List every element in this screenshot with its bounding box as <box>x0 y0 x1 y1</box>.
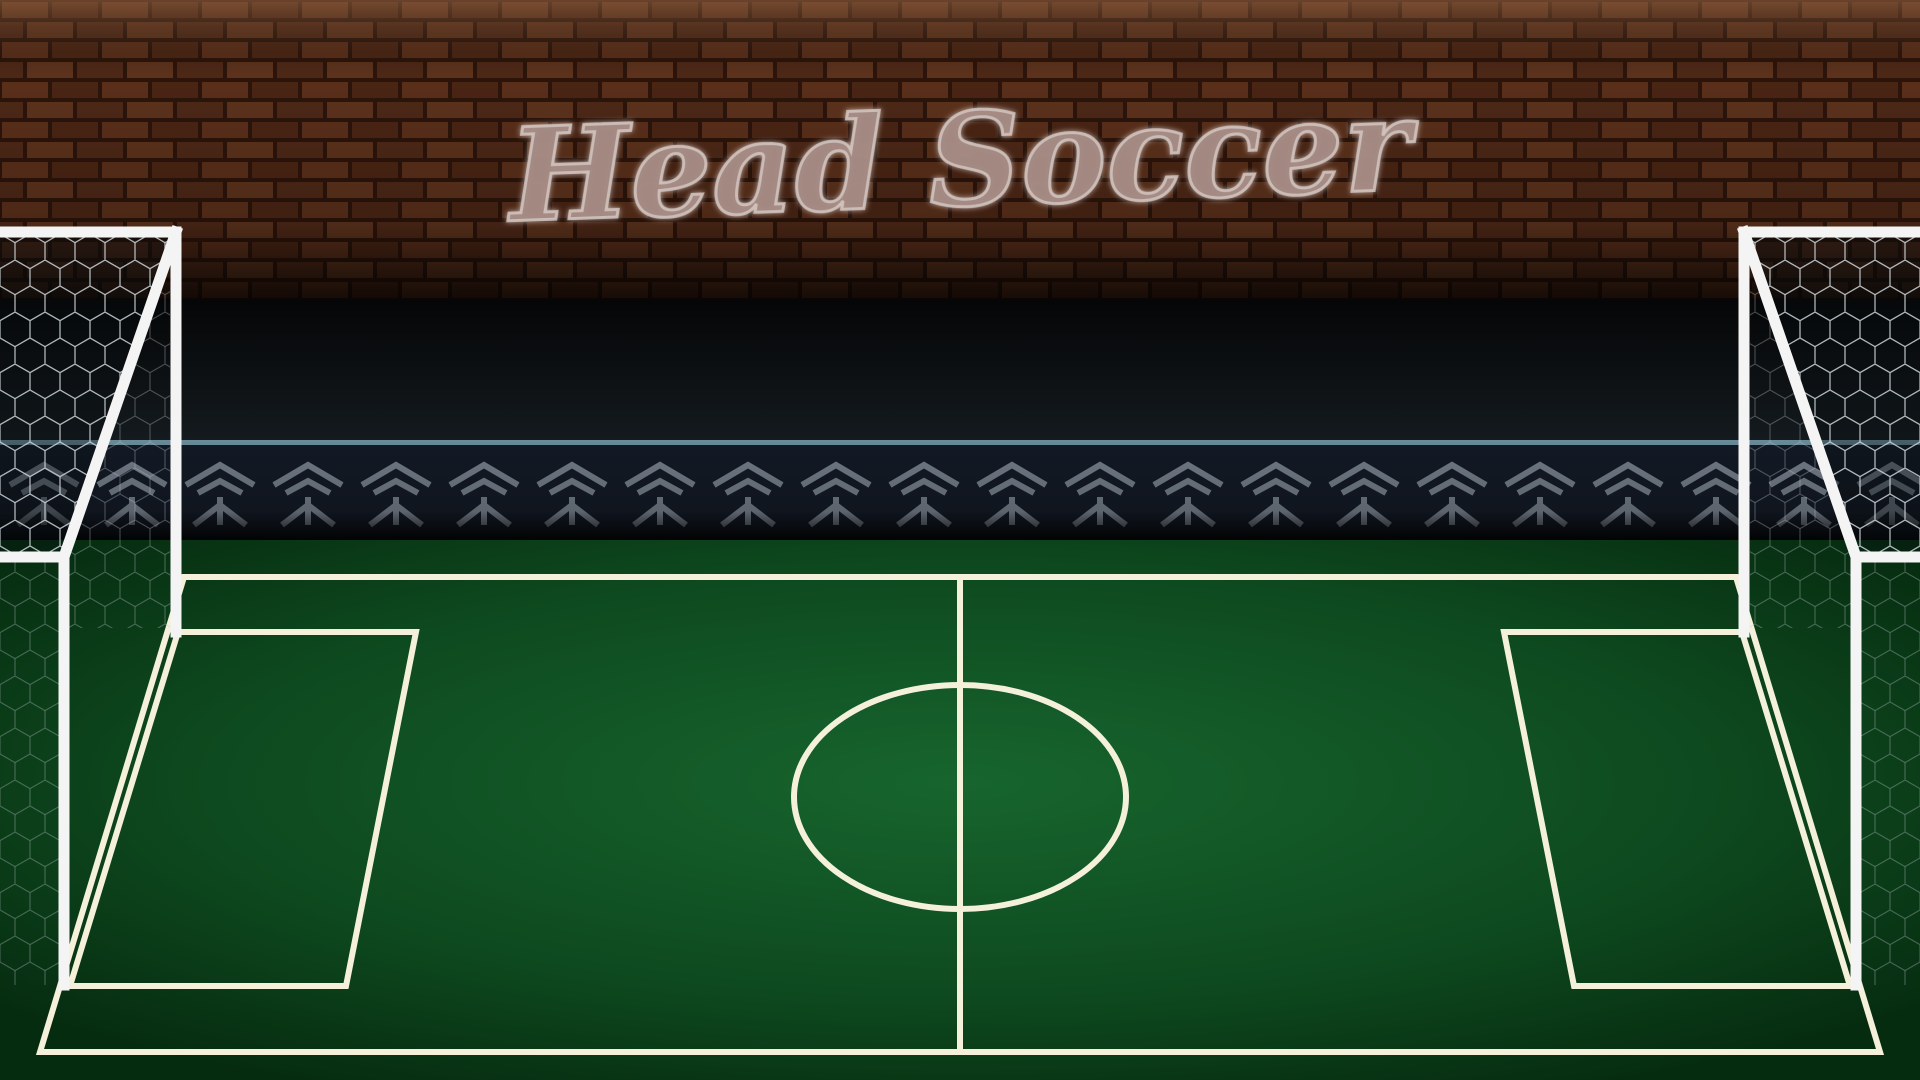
right-penalty-box <box>1500 629 1855 989</box>
glass-rail <box>0 440 1920 445</box>
left-penalty-box <box>65 629 420 989</box>
game-title: Head Soccer <box>504 70 1422 252</box>
left-goal <box>0 225 183 991</box>
right-goal <box>1737 225 1920 991</box>
ad-board <box>0 445 1920 540</box>
pitch-lines <box>35 574 1885 1055</box>
right-goal-side-bar <box>1737 225 1863 564</box>
dark-stand-area <box>0 300 1920 442</box>
pitch-boundary-line <box>35 574 1885 1055</box>
right-goal-post <box>1850 551 1920 991</box>
brick-wall <box>0 0 1920 300</box>
left-goal-post <box>0 551 70 991</box>
left-goal-side-bar <box>57 225 183 564</box>
center-circle <box>791 682 1129 912</box>
